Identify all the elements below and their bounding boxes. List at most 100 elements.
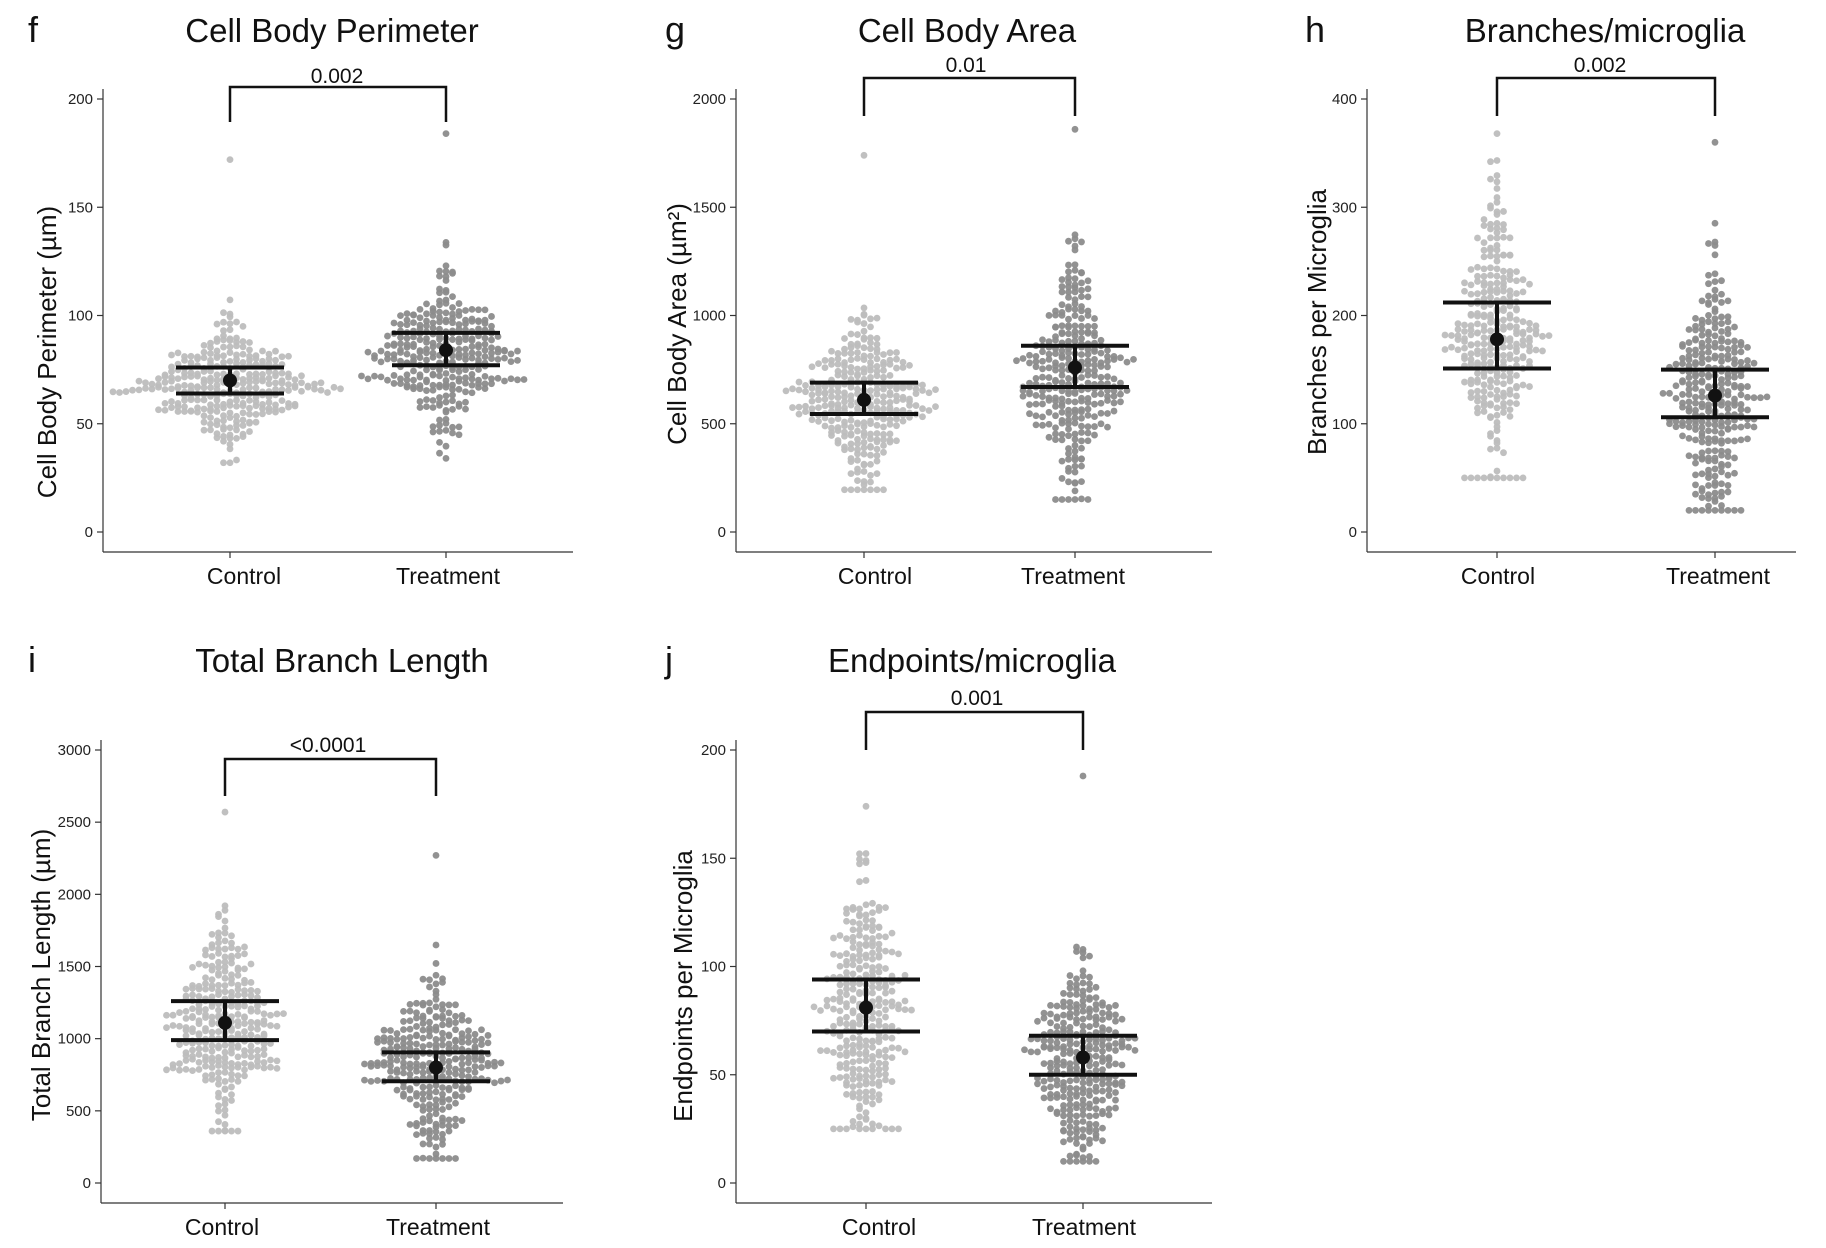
data-point <box>423 317 430 325</box>
data-point <box>228 988 235 996</box>
data-point <box>1461 338 1468 345</box>
data-point <box>1066 1152 1074 1160</box>
data-point <box>856 965 863 973</box>
data-point <box>1461 355 1468 363</box>
data-point <box>901 1048 909 1056</box>
data-point <box>208 1127 216 1135</box>
data-point <box>432 1013 440 1020</box>
data-point <box>1698 331 1706 339</box>
y-tick-label: 400 <box>1332 91 1357 108</box>
data-point <box>1692 426 1699 433</box>
data-point <box>860 444 868 452</box>
data-point <box>260 1040 268 1048</box>
data-point <box>252 378 260 385</box>
data-point <box>1040 1094 1048 1102</box>
data-point <box>1467 389 1475 396</box>
data-point <box>1539 332 1546 340</box>
data-point <box>1099 1096 1106 1104</box>
data-point <box>1744 393 1751 401</box>
data-point <box>1058 371 1066 379</box>
data-point <box>1086 1092 1093 1099</box>
panel-letter: j <box>664 639 673 680</box>
data-point <box>782 387 790 395</box>
data-point <box>869 1053 876 1060</box>
data-point <box>1065 261 1072 269</box>
data-point <box>906 397 913 405</box>
data-point <box>1519 474 1527 482</box>
data-point <box>1513 400 1520 408</box>
data-point <box>241 1014 248 1022</box>
data-point <box>1698 354 1706 362</box>
data-point <box>465 1066 472 1074</box>
data-point <box>1474 340 1481 348</box>
data-point <box>808 363 816 371</box>
data-point <box>836 1064 844 1071</box>
data-point <box>849 938 857 946</box>
data-point <box>1467 341 1475 349</box>
data-point <box>873 386 881 393</box>
data-point <box>1698 377 1706 385</box>
data-point <box>397 340 404 348</box>
data-point <box>439 1155 446 1162</box>
data-point <box>403 310 411 318</box>
data-point <box>1685 506 1693 514</box>
data-point <box>215 987 222 995</box>
data-point <box>478 1041 485 1048</box>
data-point <box>239 386 247 393</box>
data-point <box>869 899 876 907</box>
data-point <box>1066 979 1074 987</box>
data-point <box>867 373 874 381</box>
data-point <box>195 1058 203 1066</box>
data-point <box>471 1030 479 1038</box>
data-point <box>901 971 909 979</box>
data-point <box>886 430 894 438</box>
data-point <box>272 385 279 393</box>
data-point <box>465 1054 472 1062</box>
data-point <box>1705 348 1712 356</box>
data-point <box>856 1050 863 1058</box>
data-point <box>1079 1126 1087 1134</box>
data-point <box>1513 268 1520 276</box>
data-point <box>1099 1047 1106 1055</box>
data-point <box>841 398 848 406</box>
data-point <box>867 345 874 353</box>
data-point <box>442 427 450 434</box>
data-point <box>449 386 456 393</box>
data-point <box>406 1039 414 1047</box>
data-point <box>1467 326 1475 334</box>
data-point <box>413 1067 420 1075</box>
data-point <box>856 1015 863 1023</box>
data-point <box>213 320 221 328</box>
data-point <box>862 942 870 950</box>
data-point <box>189 1067 196 1075</box>
data-point <box>1073 1092 1080 1100</box>
data-point <box>1105 1010 1113 1018</box>
data-point <box>273 1057 281 1065</box>
data-point <box>893 392 900 400</box>
data-point <box>1666 420 1673 428</box>
data-point <box>1711 242 1719 249</box>
data-point <box>1500 226 1507 234</box>
data-point <box>821 402 829 410</box>
mean-point <box>429 1060 443 1075</box>
data-point <box>854 331 861 338</box>
data-point <box>1079 1154 1087 1162</box>
data-point <box>272 356 279 364</box>
data-point <box>1060 1019 1067 1027</box>
data-point <box>1052 412 1059 420</box>
data-point <box>278 397 286 405</box>
data-point <box>886 349 894 357</box>
data-point <box>267 1022 274 1029</box>
data-point <box>419 1083 427 1091</box>
data-point <box>1053 1055 1061 1062</box>
data-point <box>387 1067 394 1075</box>
data-point <box>207 420 214 428</box>
data-point <box>1058 408 1066 416</box>
data-point <box>1091 431 1098 439</box>
data-point <box>174 375 182 383</box>
data-point <box>169 1022 177 1029</box>
data-point <box>462 405 469 413</box>
data-point <box>182 1052 190 1059</box>
data-point <box>416 314 424 322</box>
data-point <box>1084 285 1092 293</box>
